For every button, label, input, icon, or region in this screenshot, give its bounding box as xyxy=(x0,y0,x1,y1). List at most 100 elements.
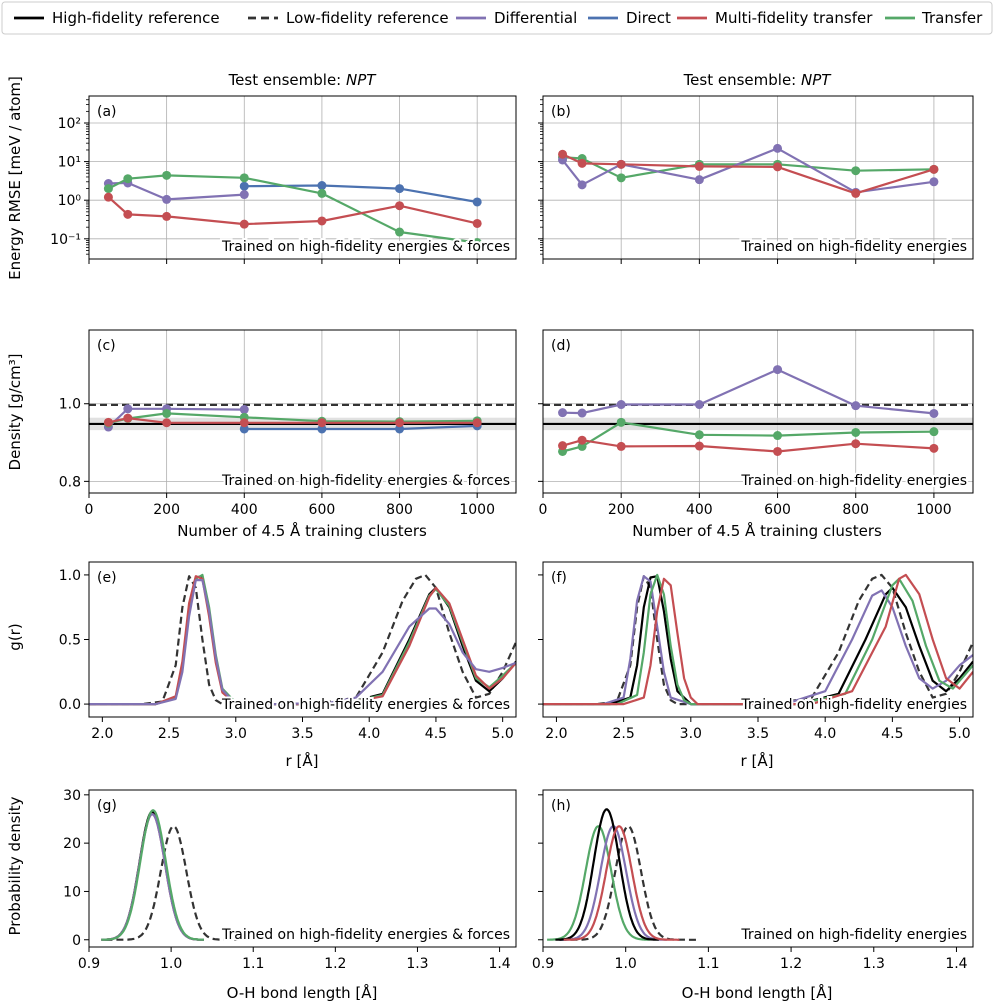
point-direct xyxy=(239,181,249,191)
legend-entry-high-fidelity: High-fidelity reference xyxy=(14,9,220,27)
legend-frame xyxy=(1,1,993,35)
curve-transfer xyxy=(101,809,204,941)
column-title-right: Test ensemble: NPT xyxy=(683,71,833,89)
axes-frame xyxy=(88,789,517,948)
point-differential xyxy=(558,408,568,418)
panel-f-rdf-right: 2.0 2.5 3.0 3.5 4.0 4.5 5.0 (f) Trained on high-… xyxy=(538,561,974,742)
x-tick-label: 1.3 xyxy=(863,956,885,972)
point-multi-fidelity-transfer xyxy=(395,201,405,211)
point-differential xyxy=(694,400,704,410)
point-differential xyxy=(773,143,783,153)
point-multi-fidelity-transfer xyxy=(162,418,172,428)
x-tick-label: 800 xyxy=(842,502,869,518)
y-tick-label: 30 xyxy=(63,788,81,804)
point-multi-fidelity-transfer xyxy=(558,149,568,159)
point-direct xyxy=(317,424,327,434)
panel-b-energy-rmse-right: (b) Trained on high-fidelity energies xyxy=(538,95,974,264)
axes-frame xyxy=(542,789,974,948)
panel-annotation: Trained on high-fidelity energies & forc… xyxy=(221,239,510,255)
point-transfer xyxy=(851,427,861,437)
point-multi-fidelity-transfer xyxy=(472,218,482,228)
series-line-low-fidelity-reference xyxy=(543,573,973,706)
point-multi-fidelity-transfer xyxy=(123,209,133,219)
series-line-direct xyxy=(244,424,478,431)
x-tick-label: 2.0 xyxy=(545,726,567,742)
point-differential xyxy=(239,405,249,415)
panel-label: (e) xyxy=(97,570,117,586)
y-tick-label: 10² xyxy=(58,116,81,132)
point-differential xyxy=(929,408,939,418)
x-tick-label: 1.4 xyxy=(945,956,967,972)
legend-label: High-fidelity reference xyxy=(52,9,220,27)
point-transfer xyxy=(317,188,327,198)
x-tick-label: 0.9 xyxy=(532,956,554,972)
panel-d-density-right: 0 200 400 600 800 1000 (d) Trained on high-fide… xyxy=(538,329,974,518)
point-transfer xyxy=(616,417,626,427)
point-differential xyxy=(616,400,626,410)
legend-label: Direct xyxy=(626,9,671,27)
panel-c-density-left: 0 200 400 600 800 1000 0.8 1.0 (c) Trained on hig… xyxy=(59,329,517,518)
x-tick-label: 1000 xyxy=(916,502,952,518)
panel-e-rdf-left: 2.0 2.5 3.0 3.5 4.0 4.5 5.0 0.0 0.5 1.0 (e) Trained… xyxy=(59,561,517,742)
x-tick-label: 1.1 xyxy=(697,956,719,972)
y-tick-label: 0.0 xyxy=(59,697,81,713)
point-transfer xyxy=(694,430,704,440)
ylabel-energy: Energy RMSE [meV / atom] xyxy=(6,76,24,280)
panel-g-bond-left: 0.9 1.0 1.1 1.2 1.3 1.4 0 10 20 30 (g) Trained on h… xyxy=(63,788,517,972)
x-tick-label: 1.1 xyxy=(242,956,264,972)
point-transfer xyxy=(239,173,249,183)
point-differential xyxy=(577,408,587,418)
x-tick-label: 2.5 xyxy=(612,726,634,742)
panel-a-energy-rmse-left: 10⁻¹ 10⁰ 10¹ 10² (a) Trained on high-fidelity… xyxy=(50,95,517,264)
point-multi-fidelity-transfer xyxy=(103,417,113,427)
legend-label: Multi-fidelity transfer xyxy=(715,9,873,27)
xlabel-r-right: r [Å] xyxy=(741,751,774,770)
ylabel-bond: Probability density xyxy=(6,796,24,935)
point-differential xyxy=(773,365,783,375)
point-differential xyxy=(162,194,172,204)
x-tick-label: 400 xyxy=(231,502,258,518)
series-line-differential xyxy=(89,578,516,706)
xlabel-bond-right: O-H bond length [Å] xyxy=(682,983,833,1002)
axes-frame xyxy=(88,95,517,260)
point-differential xyxy=(851,401,861,411)
panel-annotation: Trained on high-fidelity energies & forc… xyxy=(221,697,510,713)
y-tick-label: 20 xyxy=(63,836,81,852)
x-tick-label: 0.9 xyxy=(78,956,100,972)
point-multi-fidelity-transfer xyxy=(558,441,568,451)
point-differential xyxy=(123,404,133,414)
curve-low-fidelity-reference xyxy=(105,825,241,941)
panel-label: (g) xyxy=(97,798,117,814)
ylabel-density: Density [g/cm³] xyxy=(6,354,24,471)
point-multi-fidelity-transfer xyxy=(616,441,626,451)
legend-entry-differential: Differential xyxy=(456,9,577,27)
point-multi-fidelity-transfer xyxy=(577,435,587,445)
x-tick-label: 3.0 xyxy=(225,726,247,742)
legend-label: Low-fidelity reference xyxy=(286,9,449,27)
y-tick-label: 10¹ xyxy=(58,155,81,171)
point-transfer xyxy=(577,441,587,451)
panel-annotation: Trained on high-fidelity energies & forc… xyxy=(221,473,510,489)
panel-label: (d) xyxy=(551,338,571,354)
point-multi-fidelity-transfer xyxy=(773,446,783,456)
point-multi-fidelity-transfer xyxy=(103,192,113,202)
x-tick-label: 4.5 xyxy=(425,726,447,742)
point-multi-fidelity-transfer xyxy=(929,164,939,174)
x-tick-label: 3.5 xyxy=(747,726,769,742)
xlabel-bond-left: O-H bond length [Å] xyxy=(227,983,378,1002)
x-tick-label: 4.0 xyxy=(358,726,380,742)
ylabel-rdf: g(r) xyxy=(6,623,24,650)
point-direct xyxy=(395,184,405,194)
panel-label: (c) xyxy=(97,338,116,354)
curve-high-fidelity-reference xyxy=(555,808,659,941)
point-multi-fidelity-transfer xyxy=(123,413,133,423)
series-line-low-fidelity-reference xyxy=(89,573,516,706)
point-multi-fidelity-transfer xyxy=(694,161,704,171)
x-tick-label: 1000 xyxy=(459,502,495,518)
point-transfer xyxy=(162,170,172,180)
curve-multi-fidelity-transfer xyxy=(563,825,680,941)
point-multi-fidelity-transfer xyxy=(395,418,405,428)
x-tick-label: 4.5 xyxy=(881,726,903,742)
x-tick-label: 200 xyxy=(608,502,635,518)
axes-frame xyxy=(88,329,517,494)
